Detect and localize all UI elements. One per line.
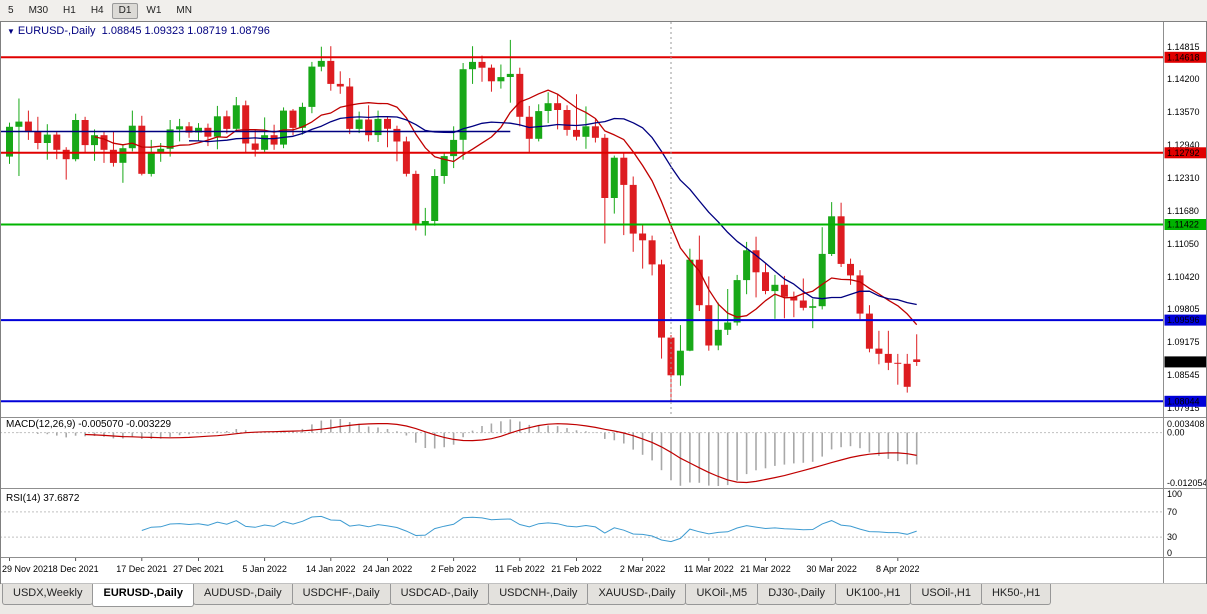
rsi-panel — [0, 511, 1163, 543]
svg-text:1.10420: 1.10420 — [1167, 272, 1200, 282]
price-axis: 1.14815 1.14200 1.13570 1.12940 1.12310 1.116… — [1164, 42, 1207, 413]
svg-text:1.14618: 1.14618 — [1167, 52, 1200, 62]
svg-text:14 Jan 2022: 14 Jan 2022 — [306, 564, 356, 574]
svg-text:1.07915: 1.07915 — [1167, 403, 1200, 413]
svg-text:-0.012054: -0.012054 — [1167, 478, 1207, 488]
rsi-indicator-label: RSI(14) 37.6872 — [6, 493, 80, 504]
svg-text:1.12792: 1.12792 — [1167, 148, 1200, 158]
svg-text:1.11422: 1.11422 — [1167, 220, 1199, 230]
svg-text:1.12940: 1.12940 — [1167, 140, 1200, 150]
svg-text:70: 70 — [1167, 507, 1177, 517]
svg-text:5 Jan 2022: 5 Jan 2022 — [242, 564, 287, 574]
svg-text:100: 100 — [1167, 489, 1182, 499]
svg-text:8 Dec 2021: 8 Dec 2021 — [53, 564, 99, 574]
svg-text:8 Apr 2022: 8 Apr 2022 — [876, 564, 920, 574]
timeframe-button-5[interactable]: 5 — [8, 4, 14, 16]
panel-dividers — [0, 21, 1207, 585]
ohlc-values: 1.08845 1.09323 1.08719 1.08796 — [101, 25, 270, 37]
chart-tab-usdx-weekly[interactable]: USDX,Weekly — [2, 584, 94, 605]
svg-text:11 Feb 2022: 11 Feb 2022 — [495, 564, 545, 574]
chart-tab-xauusd-daily[interactable]: XAUUSD-,Daily — [587, 584, 687, 605]
macd-indicator-label: MACD(12,26,9) -0.005070 -0.003229 — [6, 419, 172, 430]
svg-text:21 Mar 2022: 21 Mar 2022 — [740, 564, 791, 574]
date-axis: 29 Nov 2021 8 Dec 2021 17 Dec 2021 27 Dec 2… — [2, 557, 920, 574]
svg-text:29 Nov 2021: 29 Nov 2021 — [2, 564, 53, 574]
chart-tab-usdchf-daily[interactable]: USDCHF-,Daily — [291, 584, 391, 605]
chart-tab-ukoil-m5[interactable]: UKOil-,M5 — [685, 584, 759, 605]
timeframe-button-h4[interactable]: H4 — [90, 4, 104, 16]
ma-fast-line — [94, 89, 918, 326]
chart-tab-eurusd-daily[interactable]: EURUSD-,Daily — [92, 584, 194, 607]
chart-tab-hk50-h1[interactable]: HK50-,H1 — [980, 584, 1052, 605]
svg-text:1.08044: 1.08044 — [1167, 396, 1200, 406]
svg-text:1.11680: 1.11680 — [1167, 206, 1199, 216]
svg-text:1.09596: 1.09596 — [1167, 315, 1200, 325]
svg-text:11 Mar 2022: 11 Mar 2022 — [684, 564, 734, 574]
svg-text:1.14815: 1.14815 — [1167, 42, 1200, 52]
symbol-period-label: EURUSD-,Daily — [17, 25, 96, 37]
chart-tab-usdcnh-daily[interactable]: USDCNH-,Daily — [488, 584, 589, 605]
current-price-box — [1164, 356, 1207, 368]
timeframe-button-mn[interactable]: MN — [176, 4, 192, 16]
svg-text:0: 0 — [1167, 548, 1172, 558]
chart-tab-usdcad-daily[interactable]: USDCAD-,Daily — [389, 584, 490, 605]
moving-averages — [94, 89, 918, 326]
chart-tab-uk100-h1[interactable]: UK100-,H1 — [835, 584, 912, 605]
timeframe-button-d1[interactable]: D1 — [111, 2, 139, 19]
rsi-line — [141, 515, 917, 543]
svg-text:1.11050: 1.11050 — [1167, 239, 1199, 249]
svg-text:27 Dec 2021: 27 Dec 2021 — [173, 564, 224, 574]
timeframe-button-w1[interactable]: W1 — [146, 4, 162, 16]
svg-text:1.12310: 1.12310 — [1167, 173, 1200, 183]
svg-text:30 Mar 2022: 30 Mar 2022 — [806, 564, 857, 574]
svg-text:2 Mar 2022: 2 Mar 2022 — [620, 564, 666, 574]
svg-text:1.14200: 1.14200 — [1167, 74, 1200, 84]
svg-text:21 Feb 2022: 21 Feb 2022 — [551, 564, 602, 574]
svg-text:0.003408: 0.003408 — [1167, 419, 1205, 429]
timeframe-button-m30[interactable]: M30 — [28, 4, 49, 16]
svg-text:0.00: 0.00 — [1167, 428, 1185, 438]
horizontal-lines — [0, 22, 1163, 416]
macd-signal-line — [85, 423, 917, 484]
svg-text:1.09805: 1.09805 — [1167, 304, 1200, 314]
chart-tab-dj30-daily[interactable]: DJ30-,Daily — [757, 584, 837, 605]
macd-panel — [0, 419, 1163, 486]
svg-text:1.08796: 1.08796 — [1167, 357, 1200, 367]
chart-title: ▼ EURUSD-,Daily 1.08845 1.09323 1.08719 1… — [7, 25, 270, 37]
chart-tab-audusd-daily[interactable]: AUDUSD-,Daily — [192, 584, 293, 605]
collapse-icon[interactable]: ▼ — [7, 27, 15, 36]
svg-text:2 Feb 2022: 2 Feb 2022 — [431, 564, 477, 574]
ma-slow-line — [188, 116, 917, 306]
chart-tab-usoil-h1[interactable]: USOil-,H1 — [910, 584, 982, 605]
svg-text:1.08545: 1.08545 — [1167, 370, 1200, 380]
svg-text:30: 30 — [1167, 532, 1177, 542]
chart-background — [0, 21, 1207, 584]
timeframe-toolbar: 5 M30 H1 H4 D1 W1 MN — [0, 0, 1207, 21]
svg-text:24 Jan 2022: 24 Jan 2022 — [363, 564, 413, 574]
svg-text:17 Dec 2021: 17 Dec 2021 — [116, 564, 167, 574]
svg-text:1.09175: 1.09175 — [1167, 337, 1200, 347]
svg-text:1.13570: 1.13570 — [1167, 107, 1200, 117]
chart-tabs-bar: USDX,Weekly EURUSD-,Daily AUDUSD-,Daily USD… — [0, 584, 1207, 614]
timeframe-button-h1[interactable]: H1 — [63, 4, 76, 16]
